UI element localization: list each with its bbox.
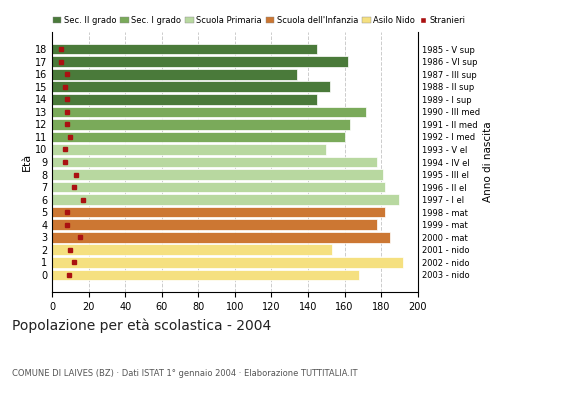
Legend: Sec. II grado, Sec. I grado, Scuola Primaria, Scuola dell'Infanzia, Asilo Nido, : Sec. II grado, Sec. I grado, Scuola Prim… xyxy=(53,16,466,25)
Bar xyxy=(52,232,390,242)
Bar xyxy=(52,106,367,117)
Bar xyxy=(52,219,378,230)
Bar xyxy=(52,182,385,192)
Bar xyxy=(52,169,383,180)
Y-axis label: Età: Età xyxy=(22,153,32,171)
Text: Popolazione per età scolastica - 2004: Popolazione per età scolastica - 2004 xyxy=(12,318,271,333)
Bar xyxy=(52,132,345,142)
Bar xyxy=(52,69,297,80)
Bar xyxy=(52,56,348,67)
Bar xyxy=(52,194,399,205)
Bar xyxy=(52,270,359,280)
Bar xyxy=(52,157,378,167)
Bar xyxy=(52,44,317,54)
Bar xyxy=(52,257,403,268)
Bar xyxy=(52,144,326,155)
Bar xyxy=(52,244,332,255)
Bar xyxy=(52,82,330,92)
Bar xyxy=(52,207,385,218)
Text: COMUNE DI LAIVES (BZ) · Dati ISTAT 1° gennaio 2004 · Elaborazione TUTTITALIA.IT: COMUNE DI LAIVES (BZ) · Dati ISTAT 1° ge… xyxy=(12,369,357,378)
Y-axis label: Anno di nascita: Anno di nascita xyxy=(483,122,494,202)
Bar xyxy=(52,119,350,130)
Bar xyxy=(52,94,317,105)
